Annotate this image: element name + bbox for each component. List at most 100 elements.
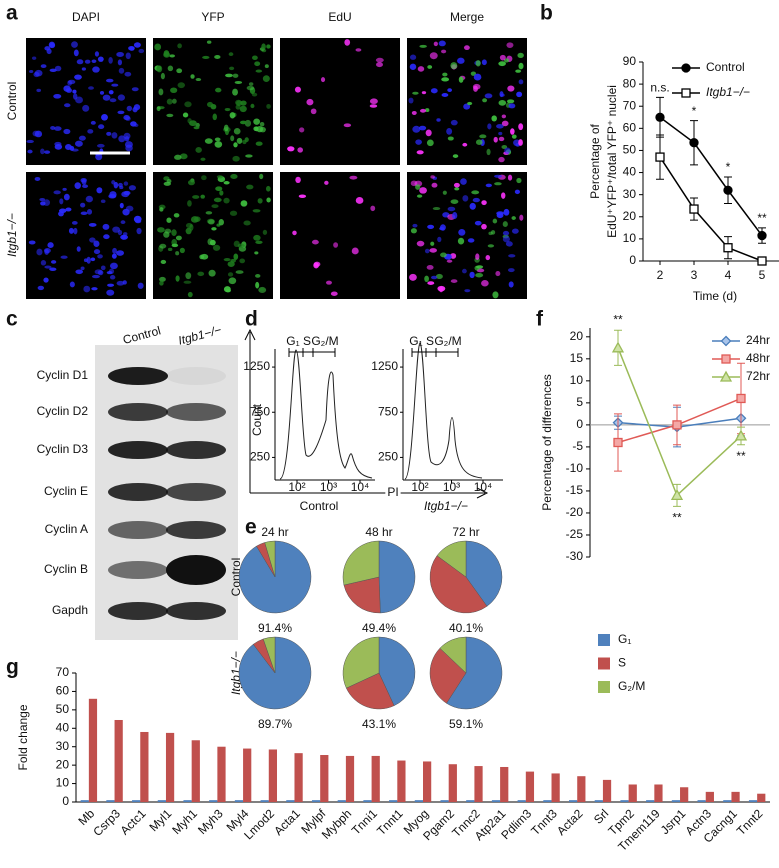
nucleus (224, 107, 231, 112)
nucleus (214, 55, 221, 59)
nucleus (117, 94, 125, 101)
row-label: Cyclin A (45, 522, 88, 536)
axis-label: Percentage of (588, 123, 602, 198)
nucleus (516, 177, 522, 184)
row-label: Itgb1−/− (229, 651, 243, 695)
axis-label: EdU⁺YFP⁺/total YFP⁺ nuclei (605, 85, 619, 238)
nucleus (370, 205, 376, 212)
bar (466, 800, 475, 802)
gate-label: G₁ (409, 334, 422, 348)
nucleus (157, 227, 165, 233)
value-label: 40.1% (449, 621, 483, 635)
nucleus (111, 253, 117, 259)
nucleus (117, 110, 125, 115)
nucleus (471, 190, 480, 195)
nucleus (206, 40, 212, 44)
nucleus (93, 249, 101, 255)
pie-slice (342, 540, 380, 586)
nucleus (111, 180, 116, 185)
nucleus (498, 99, 507, 106)
nucleus (333, 242, 339, 248)
y-tick-label: 10 (56, 776, 70, 790)
nucleus (39, 197, 46, 202)
nucleus (494, 174, 502, 178)
sample-label: Control (300, 499, 339, 513)
marker (611, 341, 625, 353)
nucleus (124, 136, 130, 142)
nucleus (118, 135, 126, 143)
nucleus (508, 103, 516, 109)
nucleus (439, 226, 445, 231)
bar (260, 800, 269, 802)
nucleus (235, 99, 242, 106)
nucleus (53, 93, 62, 99)
nucleus (128, 45, 135, 51)
nucleus (501, 120, 509, 127)
nucleus (442, 72, 448, 77)
nucleus (369, 104, 378, 108)
legend-swatch (598, 634, 610, 646)
nucleus (75, 140, 83, 147)
band (166, 521, 226, 539)
marker (720, 335, 732, 347)
bar (389, 800, 398, 802)
nucleus (502, 230, 510, 236)
legend-label: 72hr (746, 369, 770, 383)
nucleus (205, 211, 213, 215)
x-tick-label: 10⁴ (351, 480, 370, 494)
nucleus (126, 105, 133, 112)
nucleus (215, 87, 222, 93)
histogram-curve (404, 342, 483, 480)
nucleus (185, 222, 193, 229)
pie-slice (264, 540, 276, 578)
nucleus (106, 289, 115, 296)
nucleus (485, 255, 491, 261)
nucleus (475, 139, 483, 146)
nucleus (299, 127, 305, 133)
annotation: ** (613, 312, 623, 326)
nucleus (54, 65, 62, 72)
x-tick-label: Tnnt3 (528, 806, 560, 838)
marker (723, 185, 733, 195)
nucleus (47, 242, 54, 249)
nucleus (235, 270, 244, 274)
nucleus (343, 123, 352, 128)
bar (106, 800, 115, 802)
nucleus (202, 55, 210, 60)
nucleus (453, 182, 460, 188)
nucleus (166, 98, 173, 105)
nucleus (177, 82, 186, 89)
nucleus (169, 54, 175, 58)
nucleus (416, 240, 425, 247)
nucleus (214, 137, 221, 142)
nucleus (482, 98, 488, 103)
axis-label: Percentage of differences (540, 374, 554, 511)
nucleus (325, 280, 332, 285)
nucleus (429, 248, 437, 253)
nucleus (310, 108, 317, 115)
nucleus (101, 114, 108, 121)
nucleus (447, 136, 454, 141)
nucleus (479, 134, 487, 139)
nucleus (499, 91, 504, 98)
nucleus (54, 126, 62, 131)
nucleus (160, 259, 167, 264)
band (166, 441, 226, 459)
nucleus (175, 275, 180, 282)
bar (320, 755, 329, 802)
nucleus (421, 91, 427, 95)
nucleus (470, 71, 477, 76)
annotation: ** (672, 511, 682, 525)
nucleus (94, 51, 100, 57)
bar (397, 760, 406, 802)
nucleus (462, 142, 468, 147)
y-tick-label: 70 (56, 665, 70, 679)
nucleus (218, 219, 224, 226)
bar (132, 800, 141, 802)
x-tick-label: 5 (759, 268, 766, 282)
nucleus (67, 80, 73, 86)
nucleus (159, 280, 164, 286)
nucleus (232, 73, 239, 78)
gate-label: S (426, 334, 434, 348)
